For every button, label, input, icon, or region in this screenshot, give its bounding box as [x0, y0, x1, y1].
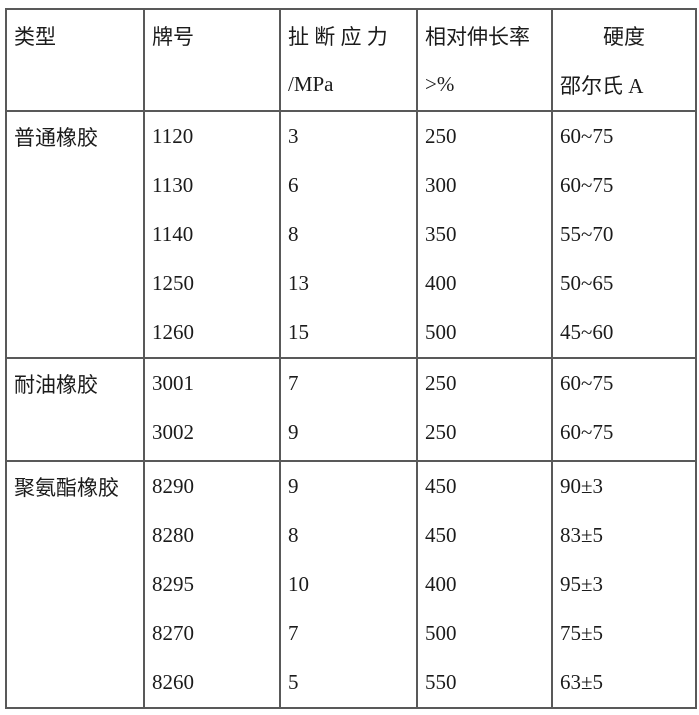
elongation-cell: 250 300 350 400 500	[416, 110, 553, 359]
tensile-value: 6	[288, 173, 299, 197]
elongation-value: 450	[425, 523, 457, 547]
hardness-value: 60~75	[560, 371, 614, 395]
rubber-spec-table: 类型 牌号 扯 断 应 力/MPa 相对伸长率 >% 硬度邵尔氏 A 普通橡胶 1120 113…	[5, 8, 697, 709]
column-header-line1: 硬度	[603, 24, 645, 49]
elongation-value: 250	[425, 371, 457, 395]
elongation-value: 500	[425, 320, 457, 344]
hardness-value: 83±5	[560, 523, 604, 547]
hardness-value: 45~60	[560, 320, 614, 344]
elongation-cell: 250 250	[416, 357, 553, 462]
header-row: 类型 牌号 扯 断 应 力/MPa 相对伸长率 >% 硬度邵尔氏 A	[5, 8, 697, 112]
elongation-value: 400	[425, 271, 457, 295]
grade-value: 1120	[152, 124, 194, 148]
type-label: 聚氨酯橡胶	[14, 475, 119, 500]
elongation-cell: 450 450 400 500 550	[416, 460, 553, 709]
elongation-value: 350	[425, 222, 457, 246]
elongation-value: 250	[425, 420, 457, 444]
hardness-cell: 90±3 83±5 95±3 75±5 63±5	[551, 460, 697, 709]
grade-value: 8295	[152, 572, 194, 596]
hardness-value: 63±5	[560, 670, 604, 694]
column-header-line2: /MPa	[288, 72, 334, 96]
column-header-4: 硬度邵尔氏 A	[551, 8, 697, 112]
type-cell: 耐油橡胶	[5, 357, 145, 462]
tensile-value: 8	[288, 222, 299, 246]
grade-value: 1140	[152, 222, 194, 246]
grade-cell: 1120 1130 1140 1250 1260	[143, 110, 281, 359]
tensile-value: 13	[288, 271, 309, 295]
tensile-cell: 3 6 8 13 15	[279, 110, 418, 359]
grade-value: 3002	[152, 420, 194, 444]
grade-value: 8270	[152, 621, 194, 645]
hardness-value: 95±3	[560, 572, 604, 596]
tensile-cell: 9 8 10 7 5	[279, 460, 418, 709]
section-row-0: 普通橡胶 1120 1130 1140 1250 1260 3 6 8 13 15 250 300 350…	[5, 110, 697, 359]
grade-value: 8290	[152, 474, 194, 498]
grade-value: 3001	[152, 371, 194, 395]
grade-value: 1250	[152, 271, 194, 295]
column-header-1: 牌号	[143, 8, 281, 112]
document-page: 类型 牌号 扯 断 应 力/MPa 相对伸长率 >% 硬度邵尔氏 A 普通橡胶 1120 113…	[0, 8, 699, 709]
tensile-value: 15	[288, 320, 309, 344]
hardness-value: 50~65	[560, 271, 614, 295]
elongation-value: 400	[425, 572, 457, 596]
tensile-value: 10	[288, 572, 309, 596]
grade-cell: 3001 3002	[143, 357, 281, 462]
tensile-value: 5	[288, 670, 299, 694]
grade-value: 1260	[152, 320, 194, 344]
elongation-value: 250	[425, 124, 457, 148]
section-row-1: 耐油橡胶 3001 3002 7 9 250 250 60~75 60~75	[5, 357, 697, 462]
type-label: 普通橡胶	[14, 125, 98, 150]
grade-value: 8260	[152, 670, 194, 694]
elongation-value: 300	[425, 173, 457, 197]
column-header-line1: 相对伸长率	[425, 24, 530, 49]
type-cell: 普通橡胶	[5, 110, 145, 359]
column-header-line2: >%	[425, 72, 455, 96]
tensile-value: 7	[288, 371, 299, 395]
type-cell: 聚氨酯橡胶	[5, 460, 145, 709]
hardness-value: 55~70	[560, 222, 614, 246]
grade-value: 8280	[152, 523, 194, 547]
grade-value: 1130	[152, 173, 194, 197]
column-header-line2	[145, 60, 279, 109]
hardness-value: 60~75	[560, 420, 614, 444]
tensile-value: 9	[288, 420, 299, 444]
elongation-value: 500	[425, 621, 457, 645]
tensile-value: 8	[288, 523, 299, 547]
column-header-3: 相对伸长率 >%	[416, 8, 553, 112]
column-header-line1: 扯 断 应 力	[288, 24, 388, 49]
column-header-0: 类型	[5, 8, 145, 112]
column-header-2: 扯 断 应 力/MPa	[279, 8, 418, 112]
column-header-line2: 邵尔氏 A	[560, 73, 644, 98]
hardness-value: 60~75	[560, 173, 614, 197]
grade-cell: 8290 8280 8295 8270 8260	[143, 460, 281, 709]
tensile-value: 3	[288, 124, 299, 148]
column-header-line1: 类型	[14, 24, 56, 49]
elongation-value: 550	[425, 670, 457, 694]
column-header-line2	[7, 60, 143, 109]
hardness-cell: 60~75 60~75 55~70 50~65 45~60	[551, 110, 697, 359]
column-header-line1: 牌号	[152, 24, 194, 49]
hardness-value: 75±5	[560, 621, 604, 645]
hardness-cell: 60~75 60~75	[551, 357, 697, 462]
type-label: 耐油橡胶	[14, 372, 98, 397]
section-row-2: 聚氨酯橡胶 8290 8280 8295 8270 8260 9 8 10 7 5 450 450 400…	[5, 460, 697, 709]
hardness-value: 90±3	[560, 474, 604, 498]
table-body: 类型 牌号 扯 断 应 力/MPa 相对伸长率 >% 硬度邵尔氏 A 普通橡胶 1120 113…	[5, 8, 697, 709]
tensile-value: 9	[288, 474, 299, 498]
hardness-value: 60~75	[560, 124, 614, 148]
elongation-value: 450	[425, 474, 457, 498]
tensile-value: 7	[288, 621, 299, 645]
